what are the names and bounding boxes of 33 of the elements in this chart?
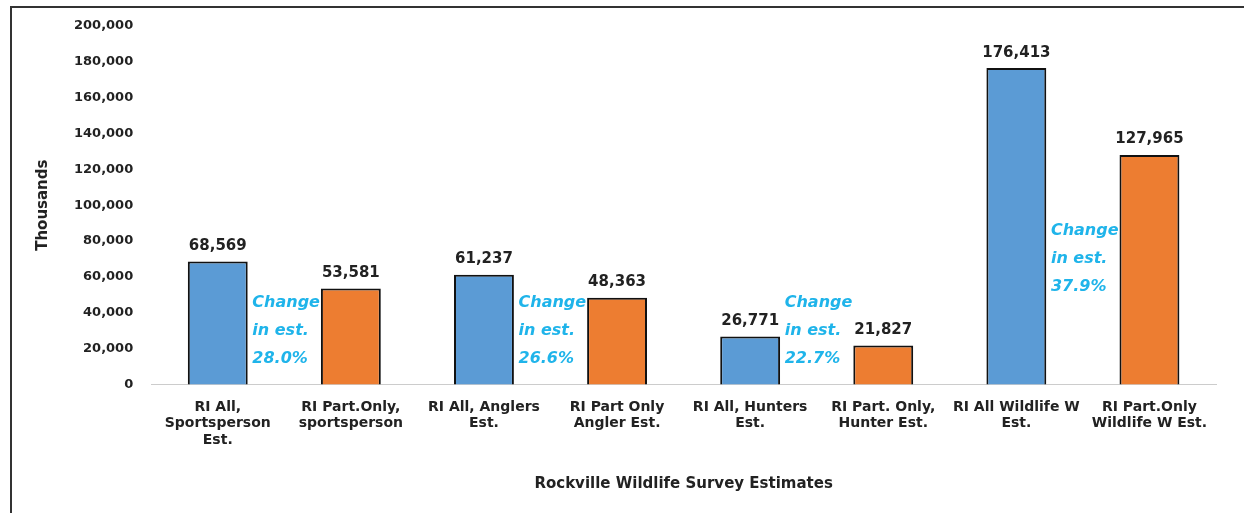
annotation: Change in est. 28.0% [252, 292, 321, 368]
y-tick-label: 200,000 [73, 17, 134, 33]
x-tick-label: RI All, Sportsperson Est. [164, 397, 271, 448]
annotation: Change in est. 26.6% [518, 292, 587, 368]
y-tick-label: 20,000 [83, 340, 134, 356]
data-label: 127,965 [1115, 129, 1184, 148]
y-tick-label: 140,000 [73, 124, 134, 140]
y-tick-label: 180,000 [73, 53, 134, 69]
data-label: 21,827 [854, 319, 913, 338]
data-label: 26,771 [721, 310, 780, 329]
y-tick-label: 60,000 [83, 268, 134, 284]
data-label: 61,237 [455, 249, 513, 268]
y-tick-label: 80,000 [83, 232, 134, 248]
y-tick-label: 40,000 [83, 304, 134, 320]
x-tick-label: RI Part Only Angler Est. [569, 397, 665, 431]
data-label: 48,363 [588, 272, 646, 291]
x-axis-title: Rockville Wildlife Survey Estimates [534, 473, 833, 492]
data-label: 53,581 [321, 262, 380, 281]
annotation: Change in est. 37.9% [1050, 220, 1119, 296]
annotation: Change in est. 22.7% [784, 292, 853, 368]
y-tick-label: 160,000 [73, 88, 134, 104]
y-axis-title: Thousands [32, 159, 51, 251]
x-tick-label: RI Part.Only Wildlife W Est. [1091, 397, 1208, 431]
x-tick-label: RI Part.Only, sportsperson [298, 397, 403, 431]
data-label: 176,413 [982, 42, 1051, 61]
x-tick-label: RI All, Hunters Est. [692, 397, 808, 431]
x-tick-label: RI All Wildlife W Est. [952, 397, 1080, 431]
y-tick-label: 100,000 [73, 196, 134, 212]
data-label: 68,569 [188, 235, 247, 254]
y-tick-label: 120,000 [73, 160, 134, 176]
y-tick-label: 0 [124, 375, 134, 391]
x-tick-label: RI Part. Only, Hunter Est. [831, 397, 936, 431]
x-tick-label: RI All, Anglers Est. [428, 397, 540, 431]
